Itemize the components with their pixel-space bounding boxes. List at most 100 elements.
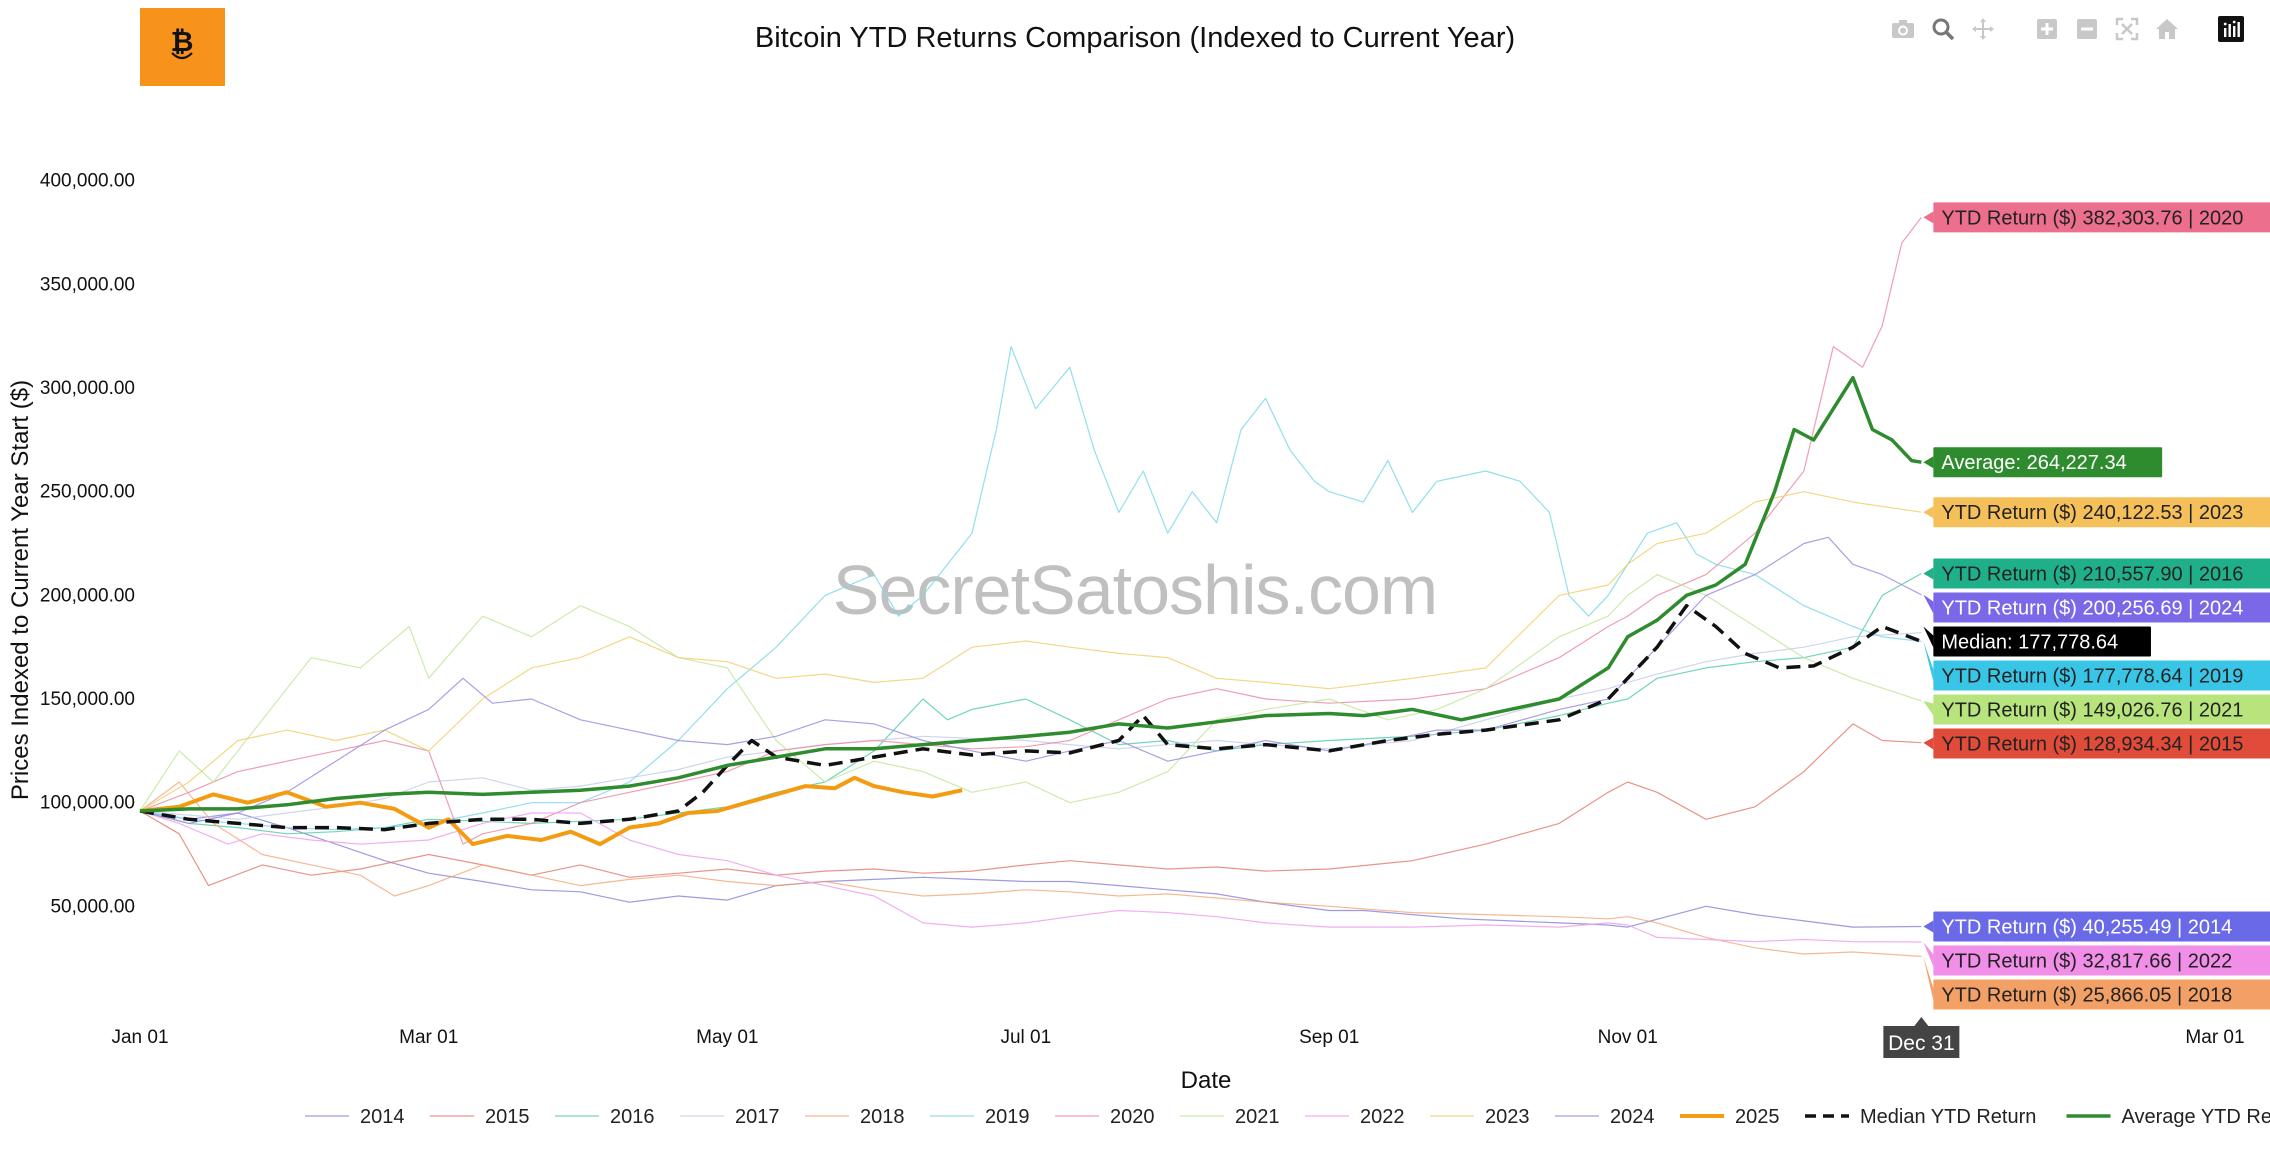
callout-label: YTD Return ($) 128,934.34 | 2015 <box>1923 728 2270 759</box>
series-line-2023[interactable] <box>139 491 1922 812</box>
camera-icon[interactable] <box>1888 14 1918 44</box>
series-line-2016[interactable] <box>139 572 1922 835</box>
callout-text: YTD Return ($) 210,557.90 | 2016 <box>1941 564 2243 586</box>
legend-label: 2017 <box>735 1106 780 1128</box>
x-tick-label: May 01 <box>696 1027 758 1048</box>
plotly-logo-icon[interactable] <box>2216 14 2246 44</box>
pan-icon[interactable] <box>1968 14 1998 44</box>
y-tick-label: 350,000.00 <box>40 274 135 295</box>
series-line-2015[interactable] <box>139 723 1922 887</box>
callout-text: YTD Return ($) 200,256.69 | 2024 <box>1941 598 2243 620</box>
callout-layer: YTD Return ($) 382,303.76 | 2020 Average:… <box>1923 202 2270 1010</box>
series-line-2019[interactable] <box>139 346 1922 831</box>
callout-label: YTD Return ($) 149,026.76 | 2021 <box>1923 694 2270 725</box>
legend-item-2015[interactable]: 2015 <box>430 1106 530 1128</box>
chart-title: Bitcoin YTD Returns Comparison (Indexed … <box>754 22 1516 54</box>
legend-item-2025[interactable]: 2025 <box>1680 1106 1780 1128</box>
y-tick-label: 400,000.00 <box>40 171 135 192</box>
svg-text:₿: ₿ <box>171 25 194 58</box>
series-line-2018[interactable] <box>139 781 1922 957</box>
legend-item-average-ytd-return[interactable]: Average YTD Return <box>2066 1106 2270 1128</box>
legend-item-2017[interactable]: 2017 <box>680 1106 780 1128</box>
x-tick-label: Jan 01 <box>111 1027 168 1048</box>
callout-text: Average: 264,227.34 <box>1941 452 2126 474</box>
x-axis-title: Date <box>1181 1067 1232 1094</box>
x-tick-label: Jul 01 <box>1000 1027 1051 1048</box>
y-axis-ticks: 50,000.00 100,000.00 150,000.00 200,000.00 2… <box>40 171 135 918</box>
y-axis-title: Prices Indexed to Current Year Start ($) <box>7 380 34 800</box>
legend-label: 2022 <box>1360 1106 1405 1128</box>
callout-text: YTD Return ($) 149,026.76 | 2021 <box>1941 700 2243 722</box>
legend-item-2021[interactable]: 2021 <box>1180 1106 1280 1128</box>
callout-label: Median: 177,778.64 <box>1923 626 2151 657</box>
legend-label: 2015 <box>485 1106 530 1128</box>
legend-label: 2020 <box>1110 1106 1155 1128</box>
series-line-2014[interactable] <box>139 810 1922 928</box>
callout-text: YTD Return ($) 382,303.76 | 2020 <box>1941 207 2243 229</box>
legend-label: 2019 <box>985 1106 1030 1128</box>
legend-item-2020[interactable]: 2020 <box>1055 1106 1155 1128</box>
legend-item-2022[interactable]: 2022 <box>1305 1106 1405 1128</box>
y-tick-label: 200,000.00 <box>40 585 135 606</box>
legend-label: 2024 <box>1610 1106 1655 1128</box>
callout-text: YTD Return ($) 25,866.05 | 2018 <box>1941 985 2232 1007</box>
callout-label: YTD Return ($) 240,122.53 | 2023 <box>1923 497 2270 528</box>
legend-label: 2021 <box>1235 1106 1280 1128</box>
legend-label: Median YTD Return <box>1860 1106 2036 1128</box>
callout-label: YTD Return ($) 32,817.66 | 2022 <box>1923 942 2270 976</box>
callout-label: YTD Return ($) 177,778.64 | 2019 <box>1923 641 2270 691</box>
legend-label: 2016 <box>610 1106 655 1128</box>
callout-label: YTD Return ($) 200,256.69 | 2024 <box>1923 592 2270 623</box>
zoom-in-icon[interactable] <box>2032 14 2062 44</box>
callout-text: Median: 177,778.64 <box>1941 632 2118 654</box>
series-line-2025[interactable] <box>139 775 963 847</box>
legend-item-2019[interactable]: 2019 <box>930 1106 1030 1128</box>
legend-label: 2014 <box>360 1106 405 1128</box>
legend-item-2014[interactable]: 2014 <box>305 1106 405 1128</box>
x-tick-label: Mar 01 <box>399 1027 458 1048</box>
zoom-out-icon[interactable] <box>2072 14 2102 44</box>
x-axis-ticks: Jan 01 Mar 01 May 01 Jul 01 Sep 01 Nov 01 Mar … <box>111 1027 2244 1048</box>
x-hover-label: Dec 31 <box>1883 1017 1960 1058</box>
callout-text: YTD Return ($) 32,817.66 | 2022 <box>1941 951 2232 973</box>
callout-text: YTD Return ($) 40,255.49 | 2014 <box>1941 917 2232 939</box>
callout-label: YTD Return ($) 210,557.90 | 2016 <box>1923 558 2270 589</box>
x-tick-label: Nov 01 <box>1598 1027 1658 1048</box>
legend-label: 2023 <box>1485 1106 1530 1128</box>
y-tick-label: 300,000.00 <box>40 378 135 399</box>
callout-text: YTD Return ($) 128,934.34 | 2015 <box>1941 734 2243 756</box>
series-line-median-ytd-return[interactable] <box>139 603 1923 832</box>
series-line-average-ytd-return[interactable] <box>139 375 1922 813</box>
x-tick-label: Sep 01 <box>1299 1027 1359 1048</box>
modebar <box>1888 14 2246 44</box>
legend-item-2018[interactable]: 2018 <box>805 1106 905 1128</box>
series-line-2020[interactable] <box>139 217 1922 845</box>
legend: 2014 2015 2016 2017 2018 2019 2020 2021 2022 2023… <box>305 1106 2270 1128</box>
brand-logo: ₿ <box>140 8 225 86</box>
x-tick-label: Mar 01 <box>2185 1027 2244 1048</box>
y-tick-label: 250,000.00 <box>40 482 135 503</box>
home-icon[interactable] <box>2152 14 2182 44</box>
y-tick-label: 100,000.00 <box>40 793 135 814</box>
y-tick-label: 50,000.00 <box>50 896 135 917</box>
autoscale-icon[interactable] <box>2112 14 2142 44</box>
legend-label: 2025 <box>1735 1106 1780 1128</box>
callout-text: YTD Return ($) 240,122.53 | 2023 <box>1941 502 2243 524</box>
zoom-icon[interactable] <box>1928 14 1958 44</box>
series-line-2021[interactable] <box>139 574 1922 812</box>
legend-item-2016[interactable]: 2016 <box>555 1106 655 1128</box>
callout-label: Average: 264,227.34 <box>1923 447 2163 478</box>
callout-label: YTD Return ($) 40,255.49 | 2014 <box>1923 911 2270 942</box>
legend-item-median-ytd-return[interactable]: Median YTD Return <box>1805 1106 2036 1128</box>
callout-label: YTD Return ($) 382,303.76 | 2020 <box>1923 202 2270 233</box>
bitcoin-logo-icon: ₿ <box>162 23 202 63</box>
series-line-2022[interactable] <box>139 810 1922 943</box>
legend-label: Average YTD Return <box>2122 1106 2270 1128</box>
legend-item-2023[interactable]: 2023 <box>1430 1106 1530 1128</box>
hover-layer: Dec 31 <box>1883 1017 1960 1058</box>
callout-text: YTD Return ($) 177,778.64 | 2019 <box>1941 666 2243 688</box>
legend-item-2024[interactable]: 2024 <box>1555 1106 1655 1128</box>
legend-label: 2018 <box>860 1106 905 1128</box>
series-line-2024[interactable] <box>139 536 1922 824</box>
